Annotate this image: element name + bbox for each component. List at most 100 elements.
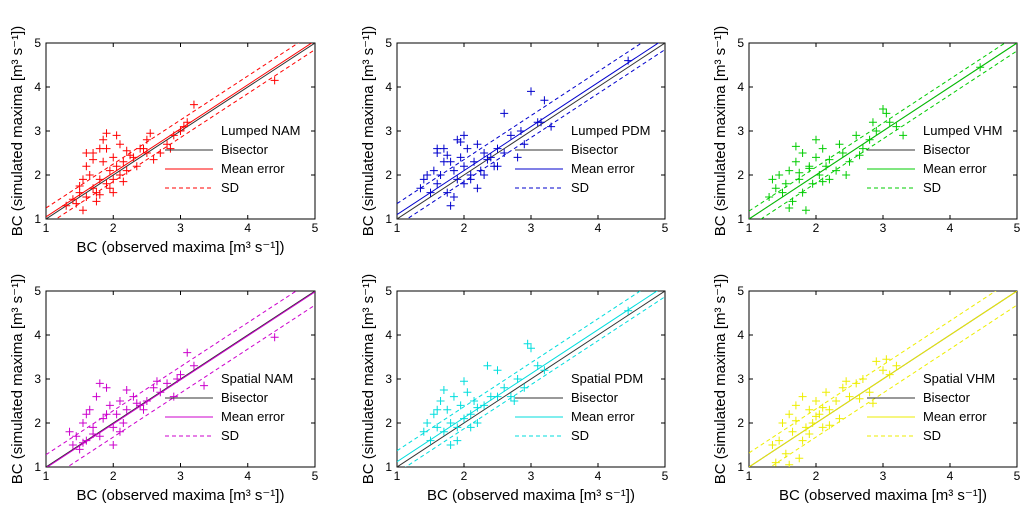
- data-point: [510, 397, 519, 405]
- data-point: [446, 201, 455, 210]
- data-point: [624, 56, 633, 65]
- legend-label: Mean error: [571, 161, 635, 176]
- x-tick-label: 2: [461, 221, 468, 235]
- data-point: [119, 177, 128, 186]
- data-point: [855, 394, 864, 403]
- y-tick-label: 4: [385, 328, 392, 342]
- data-point: [473, 419, 482, 427]
- data-point: [119, 419, 128, 427]
- data-point: [146, 129, 155, 138]
- x-tick-label: 3: [177, 221, 184, 235]
- y-tick-label: 3: [34, 372, 41, 386]
- data-point: [842, 171, 851, 179]
- data-point: [493, 144, 502, 153]
- data-point: [872, 357, 881, 366]
- data-points: [65, 333, 279, 454]
- legend-label: SD: [923, 428, 941, 443]
- data-point: [781, 179, 790, 188]
- data-point: [480, 171, 489, 179]
- x-tick-label: 5: [312, 221, 319, 235]
- data-point: [808, 179, 817, 188]
- data-point: [852, 379, 861, 388]
- x-tick-label: 2: [461, 469, 468, 483]
- x-tick-label: 1: [394, 221, 401, 235]
- mean-error-line: [397, 43, 660, 216]
- data-point: [149, 155, 158, 164]
- data-point: [480, 401, 489, 410]
- data-point: [845, 157, 854, 166]
- data-point: [798, 392, 807, 401]
- data-point: [443, 188, 452, 197]
- legend-title: Spatial VHM: [923, 371, 995, 386]
- data-point: [446, 441, 455, 449]
- data-point: [142, 397, 151, 405]
- data-point: [126, 151, 135, 160]
- y-tick-label: 1: [737, 212, 744, 226]
- data-point: [119, 157, 128, 166]
- y-tick-label: 2: [34, 168, 41, 182]
- legend-label: Bisector: [221, 142, 269, 157]
- data-point: [439, 427, 448, 436]
- data-point: [513, 153, 522, 162]
- data-point: [778, 419, 787, 427]
- data-point: [513, 375, 522, 383]
- data-point: [416, 184, 425, 193]
- data-point: [65, 427, 74, 436]
- chart-panel-1: 1 2 3 4 5 1 2 3 4 5 BC (observed maxima [m³ s⁻¹]) B…: [9, 26, 319, 256]
- data-point: [423, 171, 432, 179]
- chart-panel-2: 1 2 3 4 5 1 2 3 4 5 BC (simulated maxima [m³ s⁻¹])…: [360, 26, 669, 236]
- data-point: [85, 405, 94, 414]
- data-point: [778, 188, 787, 197]
- data-point: [812, 412, 820, 421]
- sd-line: [66, 304, 315, 467]
- legend-label: Bisector: [221, 390, 269, 405]
- data-point: [102, 144, 111, 153]
- x-axis-label: BC (observed maxima [m³ s⁻¹]): [77, 239, 285, 256]
- reference-lines: [397, 291, 665, 467]
- data-point: [62, 201, 71, 210]
- data-point: [822, 388, 831, 397]
- legend-label: Bisector: [571, 390, 619, 405]
- legend-label: SD: [571, 428, 589, 443]
- data-point: [785, 460, 794, 467]
- sd-line: [397, 291, 642, 452]
- y-axis-label: BC (simulated maxima [m³ s⁻¹]): [712, 274, 729, 484]
- data-point: [768, 441, 777, 449]
- data-point: [460, 131, 468, 140]
- y-axis-label: BC (simulated maxima [m³ s⁻¹]): [9, 274, 26, 484]
- data-point: [798, 436, 807, 445]
- data-point: [89, 430, 98, 438]
- data-point: [82, 162, 91, 171]
- data-point: [798, 149, 807, 157]
- data-point: [109, 441, 118, 449]
- data-point: [768, 175, 777, 184]
- data-point: [115, 397, 124, 405]
- data-point: [109, 153, 118, 162]
- data-point: [808, 419, 817, 427]
- data-point: [540, 366, 549, 375]
- x-tick-label: 1: [746, 221, 753, 235]
- data-point: [89, 184, 98, 193]
- legend-label: SD: [571, 180, 589, 195]
- y-tick-label: 1: [34, 460, 41, 474]
- data-point: [466, 423, 475, 432]
- y-tick-label: 3: [737, 372, 744, 386]
- data-point: [176, 370, 185, 379]
- data-point: [624, 306, 633, 315]
- data-point: [105, 401, 114, 410]
- data-point: [976, 63, 985, 72]
- mean-error-line: [46, 291, 315, 467]
- data-point: [156, 388, 165, 397]
- data-point: [109, 423, 118, 432]
- chart-panel-4: 1 2 3 4 5 1 2 3 4 5 BC (observed maxima [m³ s⁻¹]) B…: [9, 274, 319, 504]
- data-point: [92, 197, 101, 206]
- x-axis-label: BC (observed maxima [m³ s⁻¹]): [77, 487, 285, 504]
- data-point: [122, 386, 131, 394]
- data-point: [449, 392, 458, 401]
- y-tick-label: 2: [34, 416, 41, 430]
- data-point: [765, 193, 774, 201]
- sd-line: [749, 291, 997, 454]
- y-tick-label: 1: [385, 460, 392, 474]
- data-point: [122, 166, 131, 175]
